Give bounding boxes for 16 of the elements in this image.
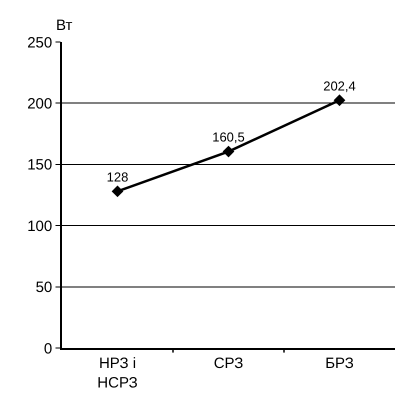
y-tick-label: 100	[27, 218, 52, 235]
point	[334, 94, 346, 106]
y-tick-label: 0	[44, 340, 52, 358]
data-label: 160,5	[212, 130, 245, 145]
data-label: 202,4	[323, 78, 356, 94]
y-tick-label: 150	[27, 156, 52, 174]
x-tick-label: НРЗ і НСРЗ	[97, 354, 138, 392]
x-tick-label: СРЗ	[214, 354, 244, 372]
point	[112, 185, 124, 198]
y-tick-label: 50	[36, 279, 52, 296]
data-label: 128	[106, 169, 128, 184]
y-axis-title: Вт	[56, 17, 73, 34]
y-tick-label: 200	[27, 95, 52, 112]
point	[222, 146, 234, 158]
x-tick-label: БРЗ	[325, 354, 354, 372]
y-tick-label: 250	[27, 34, 52, 52]
